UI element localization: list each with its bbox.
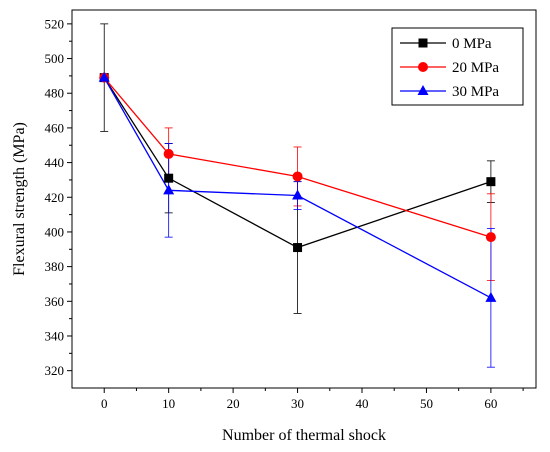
legend-marker <box>417 85 429 95</box>
data-point <box>485 291 497 302</box>
x-tick-label: 30 <box>291 396 304 411</box>
legend: 0 MPa 20 MPa 30 MPa <box>391 27 524 106</box>
y-tick-label: 360 <box>45 294 65 309</box>
data-point <box>292 171 303 182</box>
legend-label: 0 MPa <box>452 36 492 52</box>
series-line <box>103 77 492 249</box>
x-axis-title: Number of thermal shock <box>222 427 386 444</box>
data-point <box>485 232 496 243</box>
legend-marker <box>418 62 428 72</box>
x-tick-label: 0 <box>101 396 108 411</box>
y-tick-label: 440 <box>45 155 65 170</box>
y-tick-label: 320 <box>45 363 65 378</box>
data-point <box>486 177 496 187</box>
y-tick-label: 400 <box>45 224 65 239</box>
data-point <box>163 148 174 159</box>
plot-frame <box>71 9 537 389</box>
x-tick-label: 20 <box>227 396 240 411</box>
x-tick-label: 50 <box>420 396 433 411</box>
data-point <box>98 71 110 82</box>
x-tick-label: 60 <box>484 396 497 411</box>
y-tick-label: 520 <box>45 16 65 31</box>
y-tick-label: 480 <box>45 86 65 101</box>
legend-label: 30 MPa <box>452 84 499 100</box>
legend-label: 20 MPa <box>452 60 499 76</box>
x-tick-label: 10 <box>162 396 175 411</box>
y-tick-label: 500 <box>45 51 65 66</box>
x-tick-label: 40 <box>356 396 369 411</box>
data-point <box>292 189 304 200</box>
y-axis-title: Flexural strength (MPa) <box>11 122 28 276</box>
y-tick-label: 380 <box>45 259 65 274</box>
axis-ticks: 0 10 20 30 40 50 60 320 340 360 380 400 420 440 460 480… <box>45 16 524 411</box>
data-point <box>164 173 174 183</box>
y-tick-label: 460 <box>45 120 65 135</box>
series-line <box>103 77 492 238</box>
y-tick-label: 420 <box>45 190 65 205</box>
series-line <box>103 77 492 299</box>
y-tick-label: 340 <box>45 328 65 343</box>
series-lines <box>103 77 492 299</box>
legend-marker <box>418 38 428 48</box>
series-markers <box>98 71 497 302</box>
data-point <box>293 243 303 253</box>
data-point <box>163 184 175 195</box>
